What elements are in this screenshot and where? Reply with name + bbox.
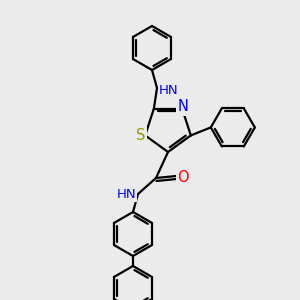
Text: HN: HN xyxy=(159,85,178,98)
Text: N: N xyxy=(178,99,188,114)
Text: HN: HN xyxy=(116,188,136,200)
Text: O: O xyxy=(177,169,189,184)
Text: S: S xyxy=(136,128,146,143)
